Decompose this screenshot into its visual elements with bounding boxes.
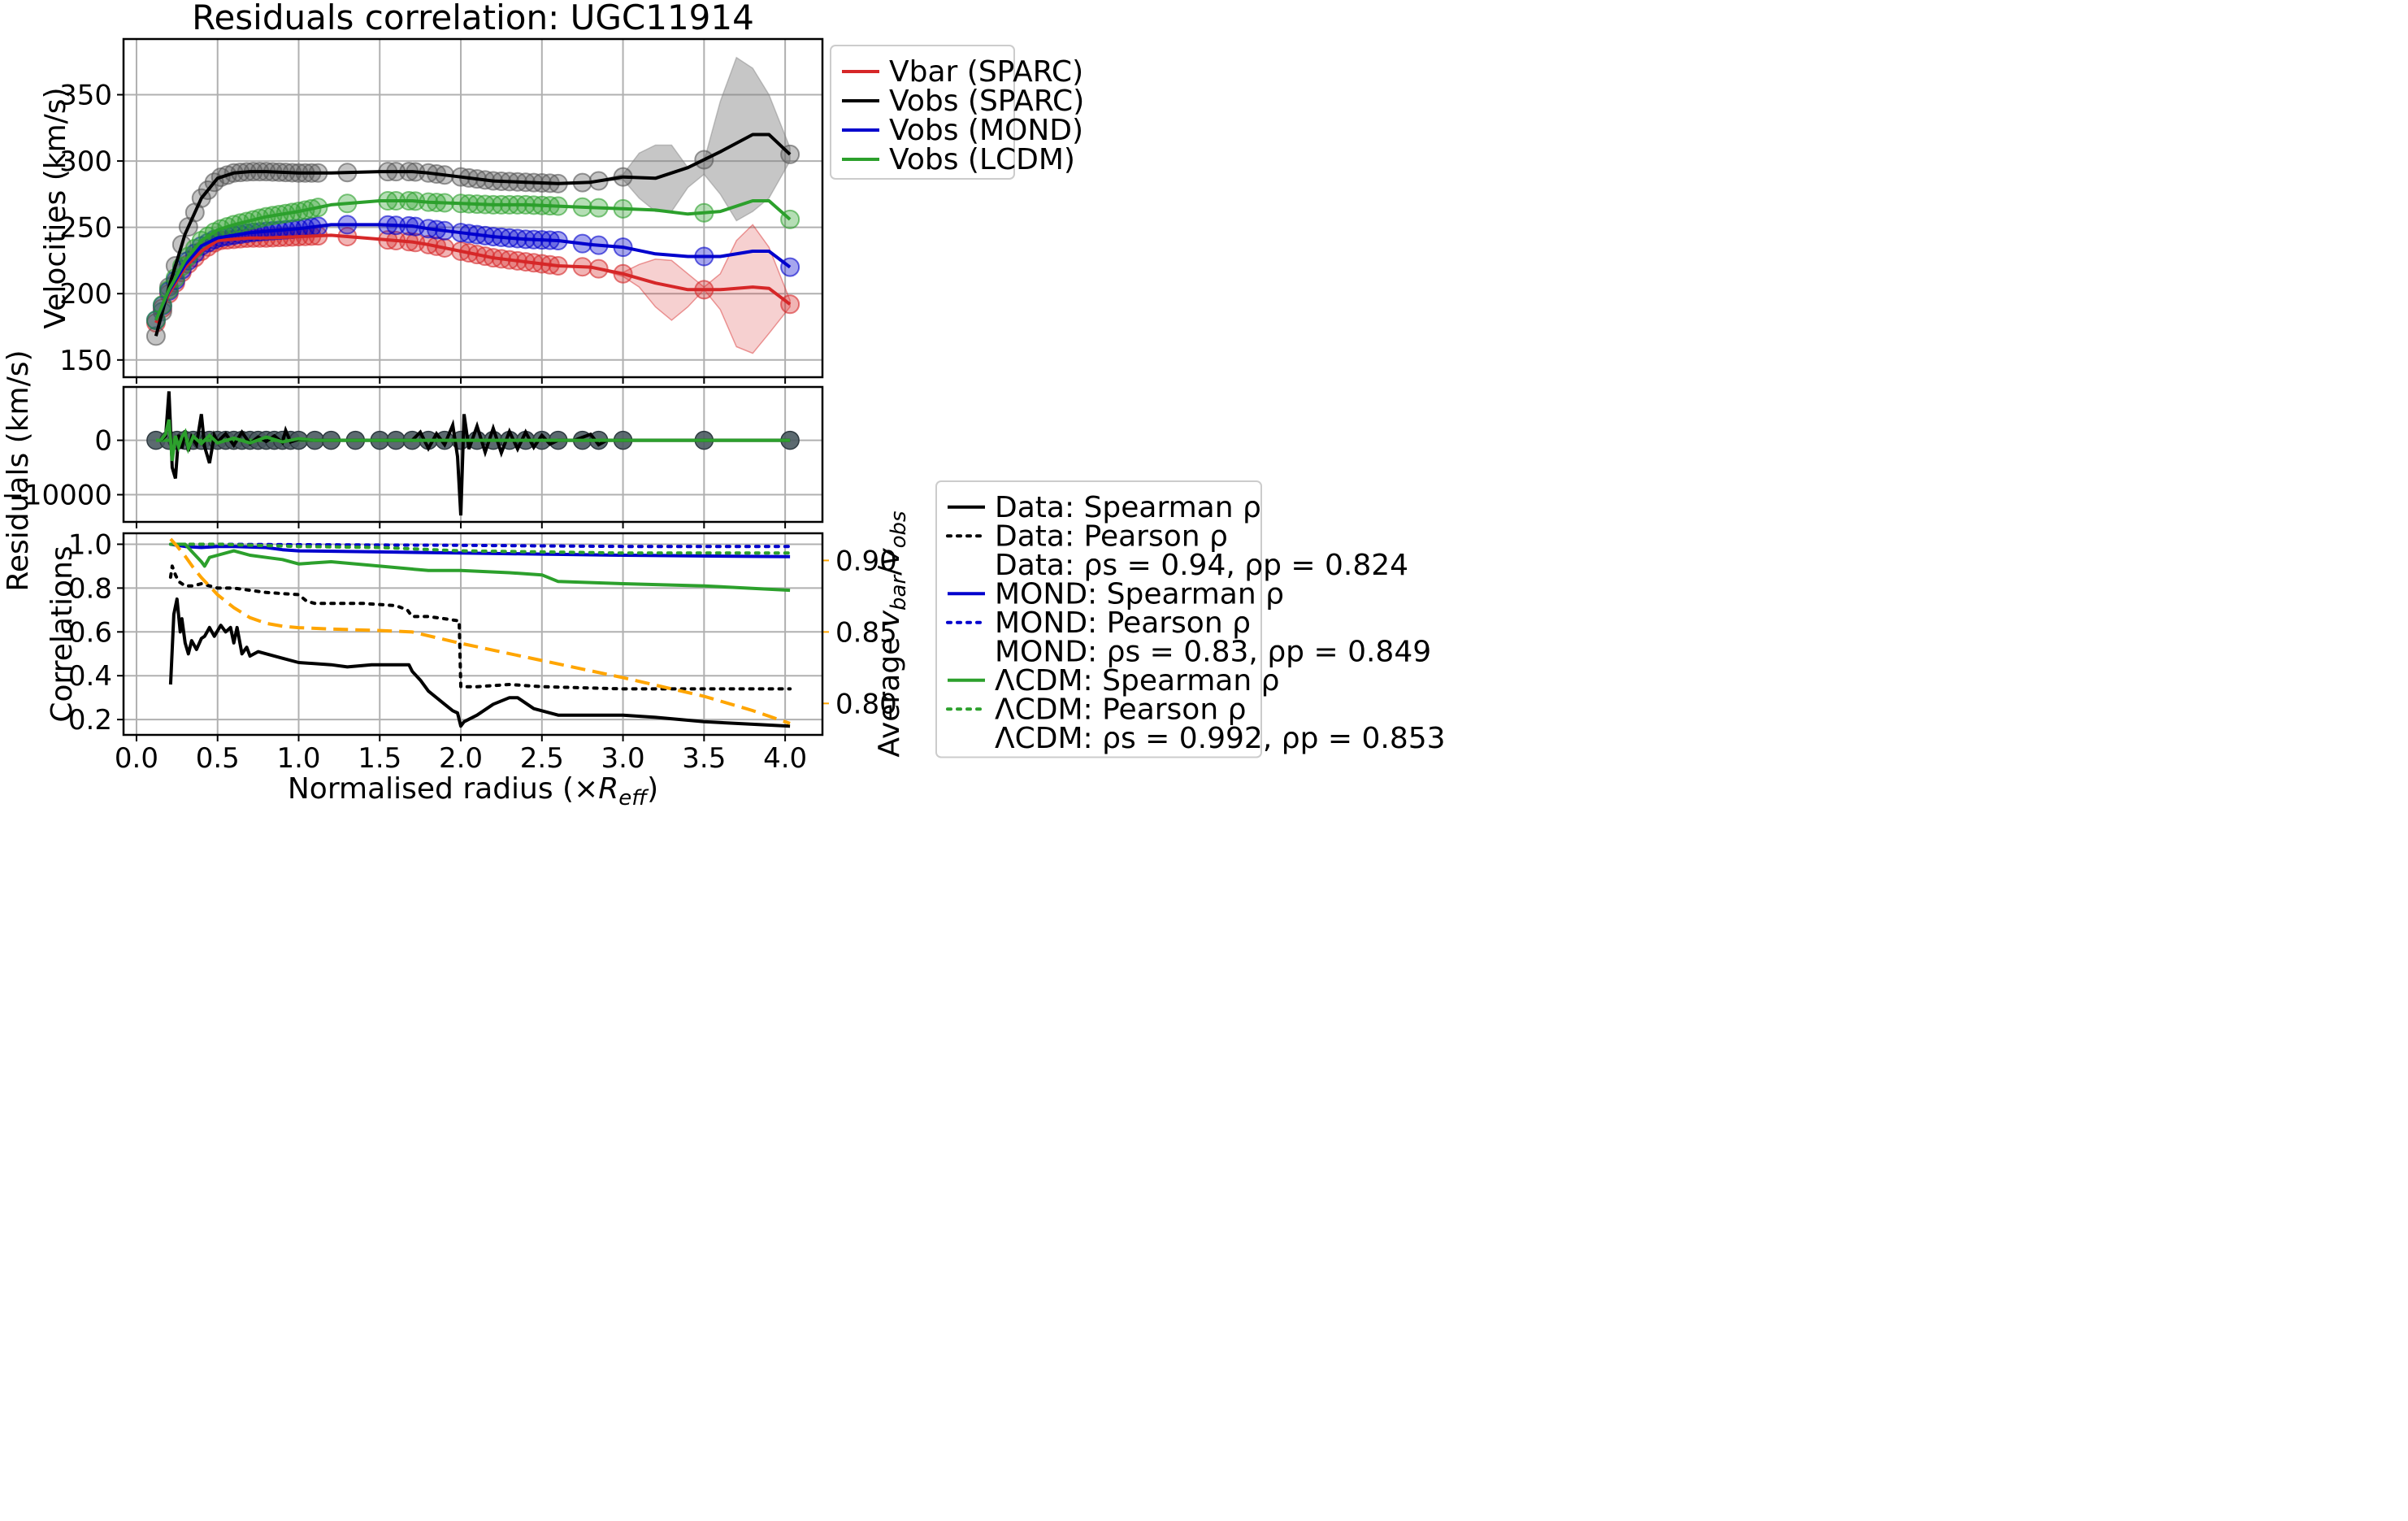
legend-entry: ΛCDM: ρs = 0.992, ρp = 0.853 xyxy=(995,722,1446,755)
y-tick-label: 0 xyxy=(94,425,112,458)
y-tick-label: 250 xyxy=(59,212,112,245)
x-tick-label: 3.0 xyxy=(601,742,645,775)
x-tick-label: 0.0 xyxy=(115,742,158,775)
y-tick-label: −10000 xyxy=(1,480,112,512)
average-y2-label: Average vbar/vobs xyxy=(873,511,911,757)
legend-entry: ΛCDM: Spearman ρ xyxy=(995,664,1279,697)
chart-title: Residuals correlation: UGC11914 xyxy=(192,0,754,37)
legend-velocities-box xyxy=(830,45,1015,180)
panel-frame-cor xyxy=(122,532,824,737)
legend-correlations-box xyxy=(935,480,1262,758)
legend-entry: Data: ρs = 0.94, ρp = 0.824 xyxy=(995,549,1408,582)
line-sparc xyxy=(154,133,792,337)
y-tick-label: 1.0 xyxy=(68,528,112,561)
panel-frame-vel xyxy=(122,37,824,379)
legend-entry: Data: Pearson ρ xyxy=(995,519,1228,553)
average-ratio-line xyxy=(169,537,791,725)
legend-entry: MOND: Pearson ρ xyxy=(995,606,1251,640)
residuals-y-label: Residuals (km/s) xyxy=(2,350,35,591)
legend-entry: MOND: ρs = 0.83, ρp = 0.849 xyxy=(995,635,1431,668)
legend-entry: Vobs (MOND) xyxy=(889,114,1083,147)
corr-line-mond-solid xyxy=(170,542,791,558)
sparc-uncertainty-band xyxy=(590,56,791,222)
x-tick-label: 1.0 xyxy=(276,742,320,775)
y-tick-label: 0.2 xyxy=(68,704,112,737)
corr-line-sparc-dotted xyxy=(168,564,792,691)
x-tick-label: 2.0 xyxy=(439,742,483,775)
residual-line-lcdm xyxy=(159,419,791,462)
x-tick-label: 1.5 xyxy=(358,742,401,775)
correlations-y-label: Correlations xyxy=(46,545,79,722)
panel-frame-res xyxy=(122,385,824,524)
legend-entry: Data: Spearman ρ xyxy=(995,491,1261,524)
x-axis-label: Normalised radius (×Reff) xyxy=(288,772,658,810)
legend-entry: MOND: Spearman ρ xyxy=(995,577,1284,611)
x-tick-label: 2.5 xyxy=(520,742,564,775)
line-lcdm xyxy=(154,199,792,321)
velocity-point xyxy=(145,326,166,346)
y-tick-label: 150 xyxy=(59,345,112,377)
legend-entry: Vbar (SPARC) xyxy=(889,55,1083,89)
y-tick-label: 300 xyxy=(59,146,112,178)
y-tick-label: 0.8 xyxy=(68,572,112,605)
y-tick-label: 0.4 xyxy=(68,660,112,693)
line-vbar xyxy=(154,233,792,324)
corr-line-lcdm-dotted xyxy=(168,542,792,555)
line-mond xyxy=(154,223,792,321)
y-tick-label: 350 xyxy=(59,80,112,112)
x-tick-label: 0.5 xyxy=(196,742,240,775)
velocities-y-label: Velocities (km/s) xyxy=(39,87,72,328)
corr-line-sparc-solid xyxy=(168,597,791,728)
legend-velocities: Vbar (SPARC)Vobs (SPARC)Vobs (MOND)Vobs … xyxy=(830,45,1084,180)
y-tick-label: 0.6 xyxy=(68,616,112,649)
y-tick-label: 200 xyxy=(59,278,112,311)
y2-tick-label: 0.90 xyxy=(835,545,897,577)
residual-line-sparc xyxy=(159,391,791,516)
legend-entry: Vobs (LCDM) xyxy=(889,143,1075,176)
x-tick-label: 4.0 xyxy=(763,742,807,775)
corr-line-lcdm-solid xyxy=(170,542,791,593)
legend-entry: Vobs (SPARC) xyxy=(889,85,1084,118)
y2-tick-label: 0.80 xyxy=(835,688,897,720)
x-tick-label: 3.5 xyxy=(682,742,726,775)
legend-entry: ΛCDM: Pearson ρ xyxy=(995,693,1246,726)
y2-tick-label: 0.85 xyxy=(835,616,897,649)
